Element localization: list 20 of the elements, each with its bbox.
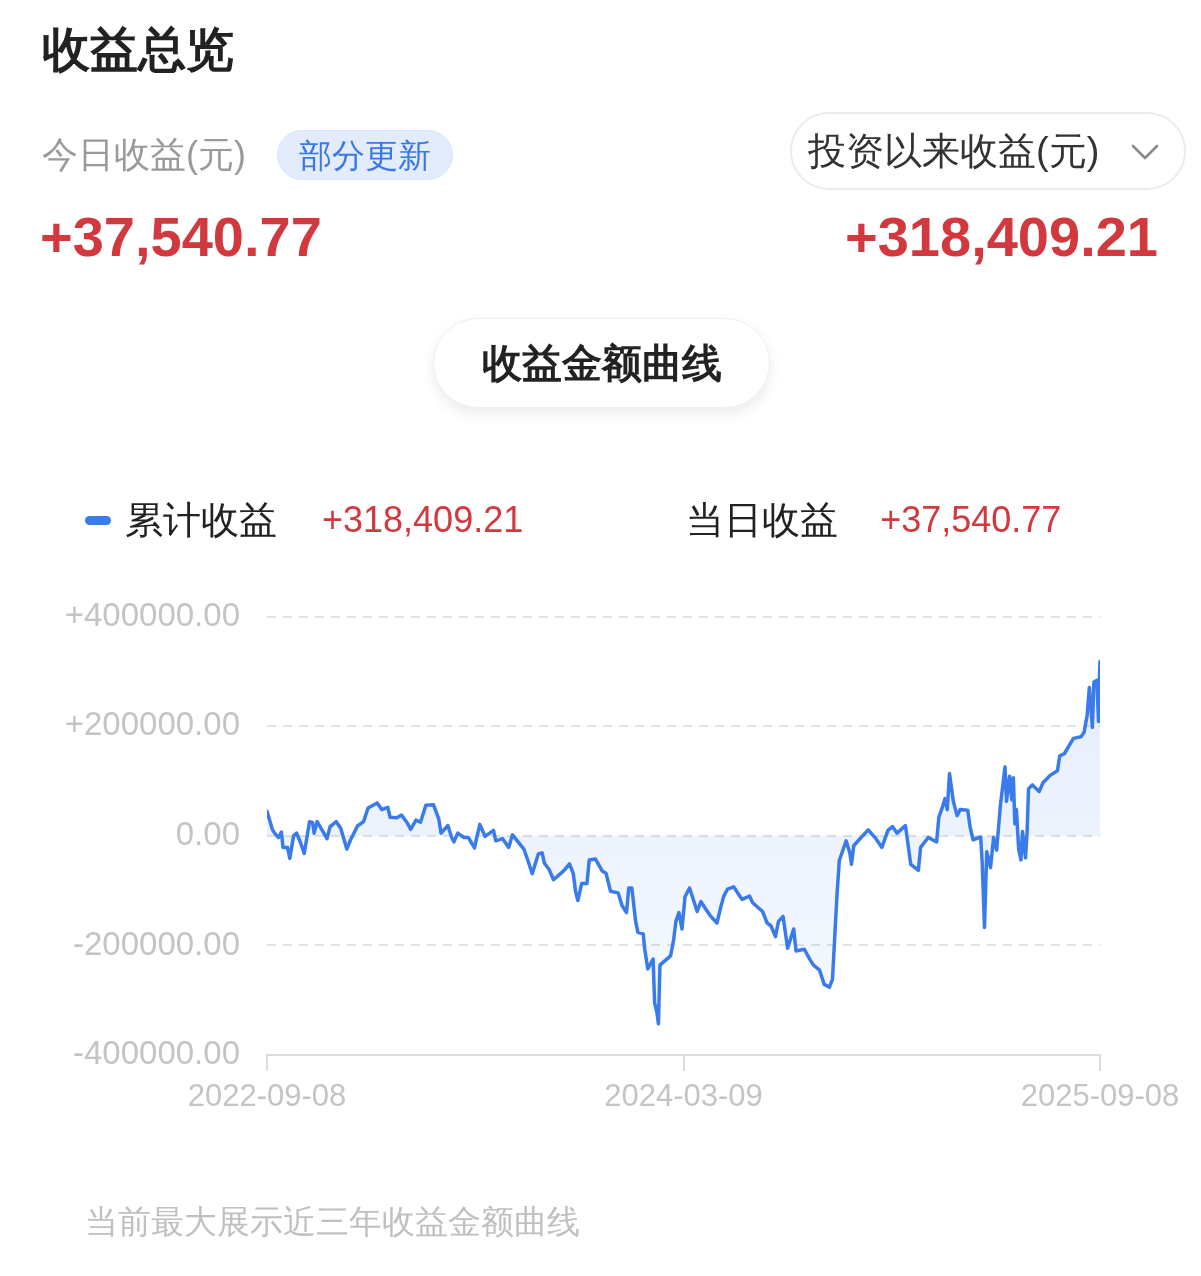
y-tick-label: +400000.00: [64, 595, 240, 633]
text: +37,540.77: [880, 499, 1062, 540]
chart-title: 收益总览: [42, 23, 234, 76]
x-tick-label: 2022-09-08: [187, 1078, 347, 1114]
text: 部分更新: [299, 136, 431, 174]
text: 收益金额曲线: [481, 341, 722, 385]
text: 当日收益: [686, 499, 839, 541]
x-tick-label: 2025-09-08: [1020, 1078, 1180, 1114]
y-tick-label: 0.00: [175, 814, 240, 852]
text: 今日收益(元): [42, 134, 246, 175]
y-tick-label: -200000.00: [73, 924, 240, 962]
text: +318,409.21: [322, 499, 524, 540]
text: +318,409.21: [845, 205, 1158, 268]
text: 当前最大展示近三年收益金额曲线: [85, 1203, 580, 1240]
y-tick-label: -400000.00: [73, 1034, 240, 1072]
text: 投资以来收益(元): [808, 130, 1100, 172]
text: +37,540.77: [40, 205, 322, 268]
legend-label: 累计收益: [125, 499, 277, 541]
x-tick-label: 2024-03-09: [604, 1078, 763, 1114]
y-tick-label: +200000.00: [64, 705, 240, 743]
